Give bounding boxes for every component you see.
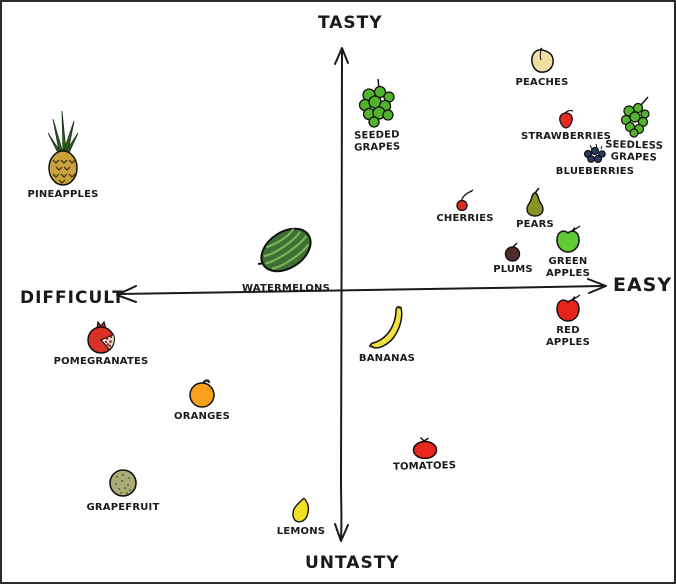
fruit-label-lemons: LEMONS (276, 526, 326, 537)
blueberries-icon (583, 143, 606, 164)
fruit-oranges: ORANGES (168, 378, 236, 423)
pomegranate-icon (87, 320, 115, 354)
fruit-pomegranates: POMEGRANATES (48, 320, 154, 368)
fruit-plums: PLUMS (492, 242, 534, 276)
red-apple-icon (556, 294, 581, 322)
right-arrowhead-icon (587, 278, 607, 294)
fruit-label-green-apples: GREEN APPLES (545, 256, 590, 279)
fruit-bananas: BANANAS (354, 305, 420, 365)
axis-label-difficult: DIFFICULT (20, 288, 125, 308)
fruit-label-pears: PEARS (516, 219, 554, 230)
pear-icon (526, 187, 544, 217)
strawberry-icon (559, 110, 574, 129)
fruit-pears: PEARS (512, 187, 558, 231)
seedless-grapes-icon (620, 96, 650, 138)
fruit-tomatoes: TOMATOES (390, 436, 460, 473)
fruit-label-tomatoes: TOMATOES (393, 460, 457, 473)
fruit-label-grapefruit: GRAPEFRUIT (86, 502, 160, 513)
fruit-label-oranges: ORANGES (174, 411, 230, 422)
fruit-grapefruit: GRAPEFRUIT (85, 466, 161, 514)
fruit-label-strawberries: STRAWBERRIES (520, 131, 612, 142)
orange-icon (189, 379, 215, 408)
fruit-seedless-grapes: SEEDLESS GRAPES (602, 96, 666, 163)
axis-label-untasty: UNTASTY (305, 553, 400, 573)
axis-label-easy: EASY (613, 274, 673, 296)
fruit-cherries: CHERRIES (436, 189, 494, 225)
fruit-label-plums: PLUMS (493, 264, 533, 275)
fruit-blueberries: BLUEBERRIES (556, 142, 634, 178)
horizontal-axis-line (118, 285, 603, 295)
fruit-peaches: PEACHES (508, 47, 576, 89)
fruit-red-apples: RED APPLES (544, 293, 592, 348)
fruit-strawberries: STRAWBERRIES (520, 109, 612, 143)
fruit-label-pineapples: PINEAPPLES (27, 189, 99, 200)
green-apple-icon (556, 225, 581, 253)
fruit-pineapples: PINEAPPLES (22, 105, 104, 201)
fruit-label-bananas: BANANAS (358, 353, 416, 364)
tomato-icon (412, 437, 438, 459)
plum-icon (504, 242, 521, 262)
fruit-lemons: LEMONS (272, 496, 330, 538)
left-arrowhead-icon (116, 285, 137, 303)
up-arrowhead-icon (334, 47, 349, 65)
fruit-label-red-apples: RED APPLES (545, 325, 590, 348)
banana-icon (368, 305, 403, 349)
lemon-icon (292, 497, 310, 523)
pineapple-icon (47, 110, 79, 186)
fruit-label-seeded-grapes: SEEDED GRAPES (353, 129, 401, 154)
fruit-label-watermelons: WATERMELONS (242, 283, 330, 294)
seeded-grapes-icon (358, 78, 395, 128)
fruit-label-cherries: CHERRIES (436, 213, 494, 224)
fruit-label-blueberries: BLUEBERRIES (555, 166, 635, 177)
fruit-watermelons: WATERMELONS (242, 219, 330, 295)
fruit-green-apples: GREEN APPLES (544, 224, 592, 279)
fruit-label-peaches: PEACHES (515, 77, 569, 88)
grapefruit-icon (109, 469, 137, 497)
fruit-label-pomegranates: POMEGRANATES (53, 356, 149, 367)
vertical-axis-line (339, 48, 344, 539)
peach-icon (531, 47, 554, 73)
fruit-seeded-grapes: SEEDED GRAPES (347, 78, 407, 153)
watermelon-icon (257, 227, 312, 273)
down-arrowhead-icon (334, 523, 349, 542)
axis-label-tasty: TASTY (318, 13, 383, 33)
cherry-icon (456, 189, 474, 211)
